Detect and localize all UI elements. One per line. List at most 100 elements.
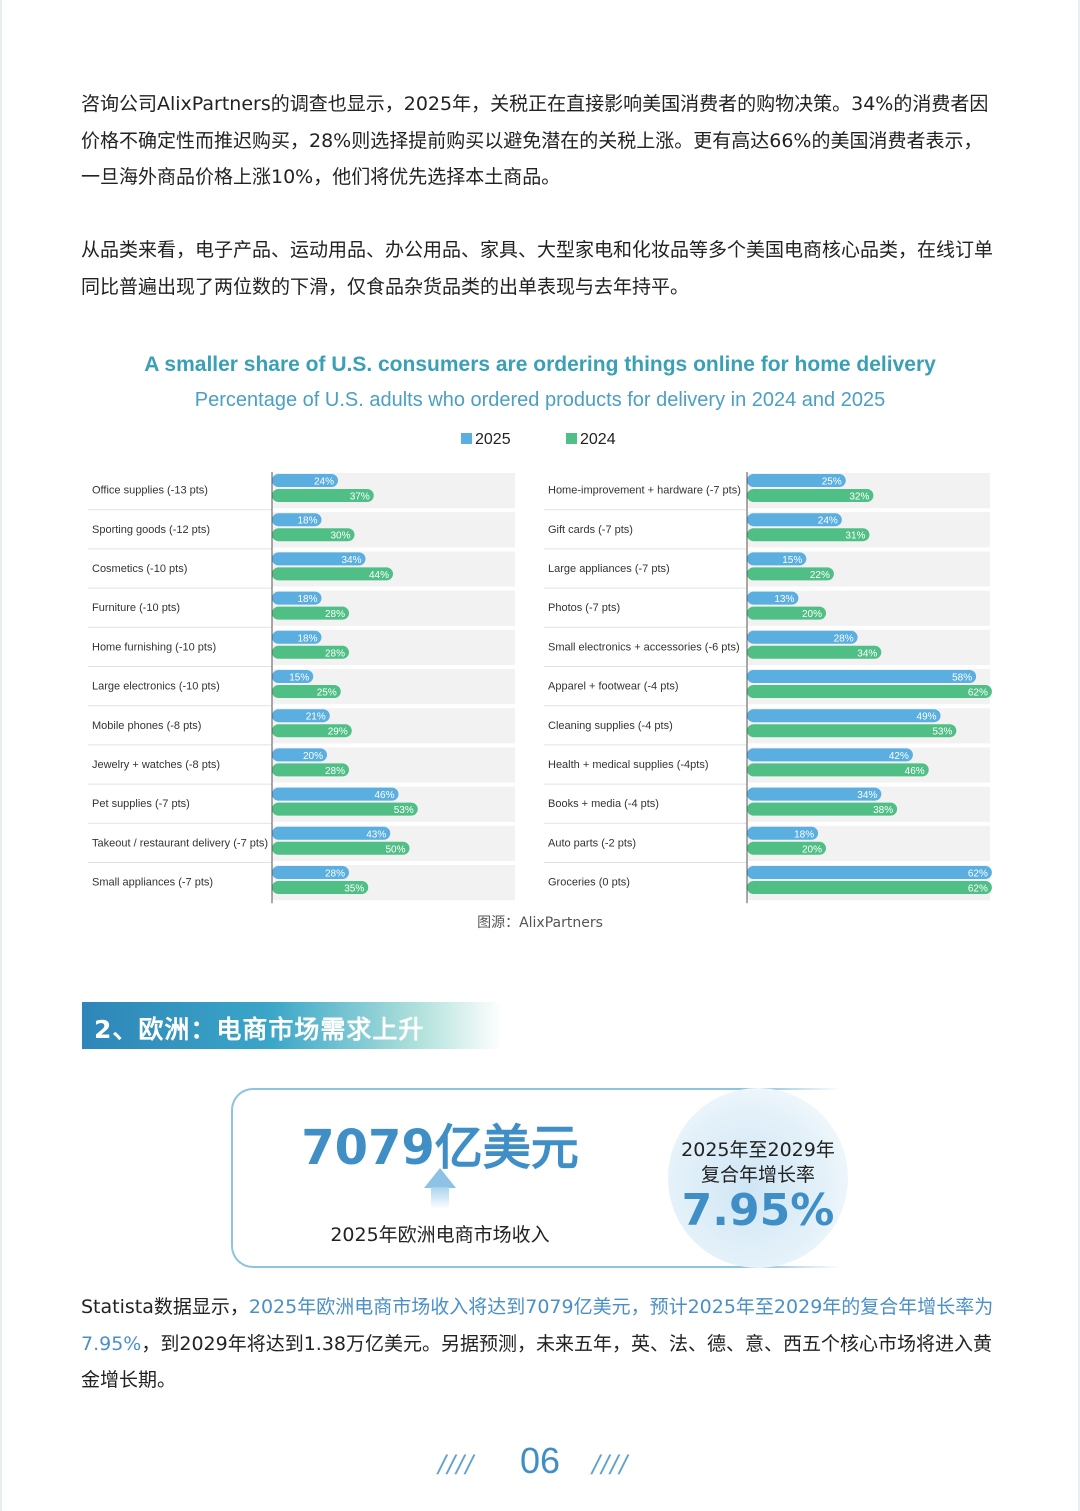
chart-legend: 2025 2024 [0, 431, 1080, 453]
left-category-label: Mobile phones (-8 pts) [92, 720, 201, 732]
arrow-stem [431, 1187, 449, 1209]
page-left-edge [0, 0, 2, 1511]
left-bar-2024 [272, 645, 349, 659]
right-category-label: Photos (-7 pts) [548, 602, 620, 614]
legend-label-2024: 2024 [580, 431, 616, 448]
left-category-label: Jewelry + watches (-8 pts) [92, 759, 220, 771]
left-bar-2024 [272, 685, 341, 698]
left-category-label: Furniture (-10 pts) [92, 602, 180, 614]
legend-item-2025: 2025 [461, 431, 511, 449]
right-value-label-2025: 15% [782, 555, 802, 566]
right-bar-2025 [747, 513, 842, 527]
right-bar-2025 [747, 591, 799, 605]
right-bar-2024 [747, 802, 898, 816]
right-value-label-2025: 13% [774, 594, 794, 605]
cagr-circle [668, 1088, 848, 1268]
left-bar-2024 [272, 881, 369, 894]
right-value-label-2024: 46% [905, 766, 925, 777]
left-bar-2024 [272, 841, 410, 855]
chart-subtitle: Percentage of U.S. adults who ordered pr… [194, 389, 886, 411]
left-value-label-2025: 24% [314, 477, 334, 488]
left-bar-2025 [272, 630, 322, 644]
left-category-label: Office supplies (-13 pts) [92, 485, 208, 497]
left-category-label: Pet supplies (-7 pts) [92, 798, 190, 810]
left-bar-2025 [272, 591, 322, 605]
left-category-label: Takeout / restaurant delivery (-7 pts) [92, 837, 268, 849]
right-value-label-2025: 25% [822, 477, 842, 488]
left-bar-2025 [272, 670, 314, 683]
left-value-label-2025: 46% [374, 790, 394, 801]
left-value-label-2025: 34% [341, 555, 361, 566]
page-right-edge [1078, 0, 1080, 1511]
paragraph-tariff-survey: 咨询公司AlixPartners的调查也显示，2025年，关税正在直接影响美国消… [81, 93, 989, 188]
left-value-label-2024: 50% [385, 844, 405, 855]
right-category-label: Groceries (0 pts) [548, 877, 630, 889]
right-category-label: Books + media (-4 pts) [548, 798, 659, 810]
left-value-label-2025: 20% [303, 751, 323, 762]
left-value-label-2024: 28% [325, 609, 345, 620]
right-value-label-2025: 24% [818, 516, 838, 527]
left-value-label-2024: 28% [325, 648, 345, 659]
left-value-label-2025: 18% [297, 516, 317, 527]
chart-source: 图源：AlixPartners [477, 915, 603, 931]
right-bar-2024 [747, 841, 826, 855]
right-value-label-2024: 62% [968, 884, 988, 895]
right-bar-2025 [747, 552, 807, 566]
right-value-label-2025: 28% [834, 633, 854, 644]
left-bar-2025 [272, 513, 322, 527]
left-bar-2024 [272, 528, 355, 542]
right-value-label-2024: 53% [932, 727, 952, 738]
page-number: 06 [519, 1440, 561, 1481]
left-value-label-2024: 29% [328, 727, 348, 738]
left-bar-2024 [272, 489, 374, 502]
left-value-label-2024: 53% [394, 805, 414, 816]
left-category-label: Sporting goods (-12 pts) [92, 524, 210, 536]
right-bar-2024 [747, 724, 957, 738]
right-bar-2024 [747, 645, 882, 659]
right-value-label-2024: 22% [810, 570, 830, 581]
revenue-value: 7079亿美元 [301, 1120, 579, 1176]
left-bar-2024 [272, 724, 352, 738]
right-value-label-2024: 20% [802, 844, 822, 855]
right-category-label: Home-improvement + hardware (-7 pts) [548, 485, 741, 497]
left-category-label: Small appliances (-7 pts) [92, 877, 213, 889]
legend-swatch-2024 [566, 432, 577, 444]
right-bar-2024 [747, 606, 826, 620]
left-bar-2025 [272, 826, 391, 840]
cagr-value: 7.95% [681, 1185, 835, 1236]
left-value-label-2025: 15% [289, 673, 309, 684]
legend-swatch-2025 [461, 432, 472, 444]
right-category-label: Health + medical supplies (-4pts) [548, 759, 709, 771]
left-bar-2025 [272, 787, 399, 801]
left-value-label-2025: 18% [297, 594, 317, 605]
left-bar-2024 [272, 567, 393, 581]
right-category-label: Small electronics + accessories (-6 pts) [548, 641, 740, 653]
right-bar-2025 [747, 826, 819, 840]
left-value-label-2024: 28% [325, 766, 345, 777]
right-bar-2025 [747, 709, 941, 723]
right-bar-2024 [747, 567, 834, 581]
left-category-label: Home furnishing (-10 pts) [92, 641, 216, 653]
p3-highlight: 2025年欧洲电商市场收入将达到7079亿美元，预计2025年至2029年的复合… [81, 1296, 994, 1355]
chart-title: A smaller share of U.S. consumers are or… [144, 353, 936, 376]
left-value-label-2024: 35% [344, 884, 364, 895]
left-bar-2025 [272, 552, 366, 566]
right-bar-2024 [747, 489, 874, 502]
right-value-label-2025: 18% [794, 829, 814, 840]
right-value-label-2025: 49% [917, 712, 937, 723]
right-bar-2025 [747, 630, 858, 644]
right-value-label-2024: 62% [968, 688, 988, 699]
revenue-caption: 2025年欧洲电商市场收入 [330, 1224, 550, 1246]
left-value-label-2024: 25% [317, 688, 337, 699]
left-value-label-2024: 44% [369, 570, 389, 581]
deco-slashes-right: //// [592, 1450, 629, 1478]
right-value-label-2024: 20% [802, 609, 822, 620]
left-value-label-2025: 43% [366, 829, 386, 840]
right-value-label-2024: 31% [845, 531, 865, 542]
arrow-up-icon [424, 1168, 456, 1188]
bar-chart: Office supplies (-13 pts) 24% 37% Sporting … [88, 472, 992, 904]
left-value-label-2024: 30% [330, 531, 350, 542]
left-value-label-2025: 28% [325, 869, 345, 880]
right-value-label-2025: 58% [952, 673, 972, 684]
left-bar-2025 [272, 866, 349, 879]
